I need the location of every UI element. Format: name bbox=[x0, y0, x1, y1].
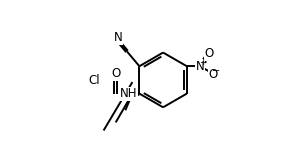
Text: NH: NH bbox=[119, 87, 137, 100]
Text: −: − bbox=[212, 66, 220, 76]
Text: N: N bbox=[114, 31, 123, 44]
Text: +: + bbox=[199, 58, 206, 67]
Text: O: O bbox=[209, 68, 218, 81]
Text: Cl: Cl bbox=[88, 74, 100, 87]
Text: O: O bbox=[111, 67, 120, 80]
Text: N: N bbox=[196, 60, 205, 73]
Text: O: O bbox=[205, 47, 214, 60]
